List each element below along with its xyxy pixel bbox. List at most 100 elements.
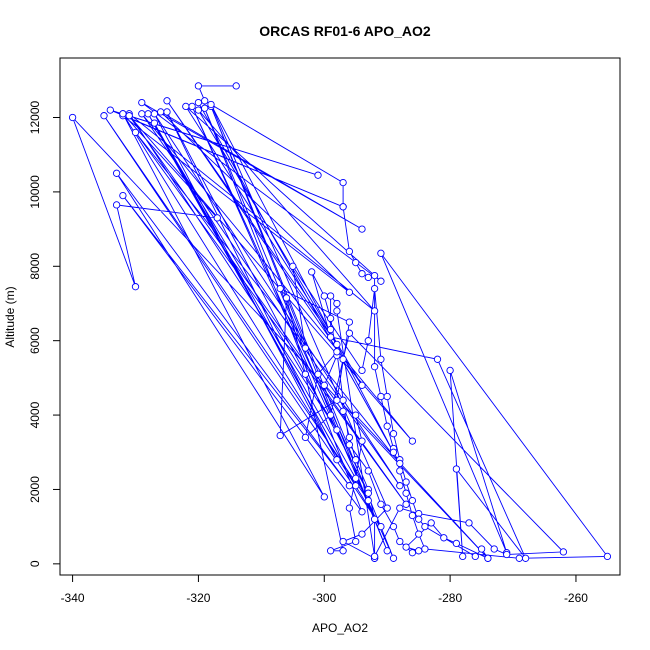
data-point (339, 355, 347, 363)
data-point (112, 169, 121, 177)
data-point (452, 465, 461, 473)
data-point (333, 426, 341, 434)
data-point (383, 504, 391, 512)
data-point (125, 112, 133, 120)
data-point (163, 97, 171, 105)
data-point (433, 355, 442, 363)
data-point (320, 381, 328, 389)
data-point (157, 108, 165, 116)
data-point (345, 504, 354, 512)
data-point (339, 203, 347, 211)
data-point (383, 422, 391, 430)
data-point (333, 299, 341, 308)
data-point (484, 554, 492, 562)
data-point (345, 247, 354, 256)
data-point (389, 448, 398, 456)
x-axis-label: APO_AO2 (312, 621, 368, 635)
data-point (282, 294, 291, 302)
data-point (314, 171, 322, 179)
data-point (194, 106, 203, 114)
data-point (339, 537, 347, 546)
data-point (150, 110, 159, 118)
data-point (383, 392, 391, 401)
data-point (326, 314, 335, 323)
data-point (194, 98, 203, 107)
data-point (352, 482, 360, 490)
data-point (308, 268, 316, 276)
data-point (402, 543, 410, 551)
data-point (421, 522, 429, 531)
y-tick-label: 12000 (28, 101, 42, 135)
data-point (301, 433, 310, 442)
data-point (389, 430, 398, 438)
data-point (345, 318, 354, 326)
data-point (326, 325, 335, 334)
data-point (396, 459, 404, 468)
data-point (370, 552, 379, 561)
data-point (345, 288, 354, 296)
data-point (408, 511, 417, 520)
x-tick-label: -260 (564, 591, 588, 605)
data-point (402, 500, 410, 508)
data-point (389, 522, 398, 531)
data-point (408, 437, 417, 445)
data-point (345, 433, 354, 442)
y-tick-label: 0 (28, 560, 42, 567)
data-point (377, 392, 385, 401)
data-point (131, 128, 140, 137)
y-tick-label: 10000 (28, 175, 42, 209)
data-point (326, 333, 335, 341)
data-point (364, 337, 372, 345)
series-layer (68, 82, 612, 562)
data-point (515, 554, 523, 562)
data-point (352, 411, 360, 419)
data-point (144, 110, 152, 118)
data-point (194, 82, 203, 90)
data-point (100, 112, 108, 120)
data-point (377, 249, 385, 257)
data-point (370, 515, 379, 523)
data-point (503, 550, 511, 559)
x-axis: -340 -320 -300 -280 -260 (61, 574, 588, 605)
data-point (333, 348, 341, 356)
data-point (138, 98, 146, 107)
data-point (345, 482, 354, 490)
x-tick-label: -300 (312, 591, 336, 605)
data-point (415, 547, 423, 555)
data-point (320, 292, 328, 300)
data-point (232, 82, 240, 90)
y-tick-label: 4000 (28, 401, 42, 428)
data-point (150, 119, 159, 127)
data-point (408, 549, 417, 557)
data-point (364, 273, 372, 282)
data-point (377, 355, 385, 363)
data-point (358, 225, 366, 233)
data-point (559, 548, 568, 556)
data-point (119, 191, 127, 200)
y-tick-label: 6000 (28, 327, 42, 354)
data-point (201, 97, 209, 105)
data-point (358, 508, 366, 516)
data-point (289, 262, 297, 270)
data-point (490, 545, 498, 553)
data-point (421, 545, 429, 553)
data-point (383, 547, 391, 555)
data-point (320, 493, 328, 501)
y-axis: 0 2000 4000 6000 8000 10000 12000 (28, 101, 61, 567)
data-point (370, 284, 379, 293)
data-point (521, 554, 530, 562)
data-point (603, 552, 612, 561)
data-point (68, 113, 77, 122)
data-point (477, 545, 486, 553)
y-tick-label: 8000 (28, 253, 42, 280)
data-point (370, 307, 379, 315)
data-point (333, 396, 341, 404)
data-point (396, 482, 404, 490)
data-point (201, 104, 209, 112)
x-tick-label: -340 (61, 591, 85, 605)
data-point (339, 396, 347, 404)
x-tick-label: -320 (186, 591, 210, 605)
data-point (415, 530, 423, 538)
data-point (358, 270, 366, 278)
